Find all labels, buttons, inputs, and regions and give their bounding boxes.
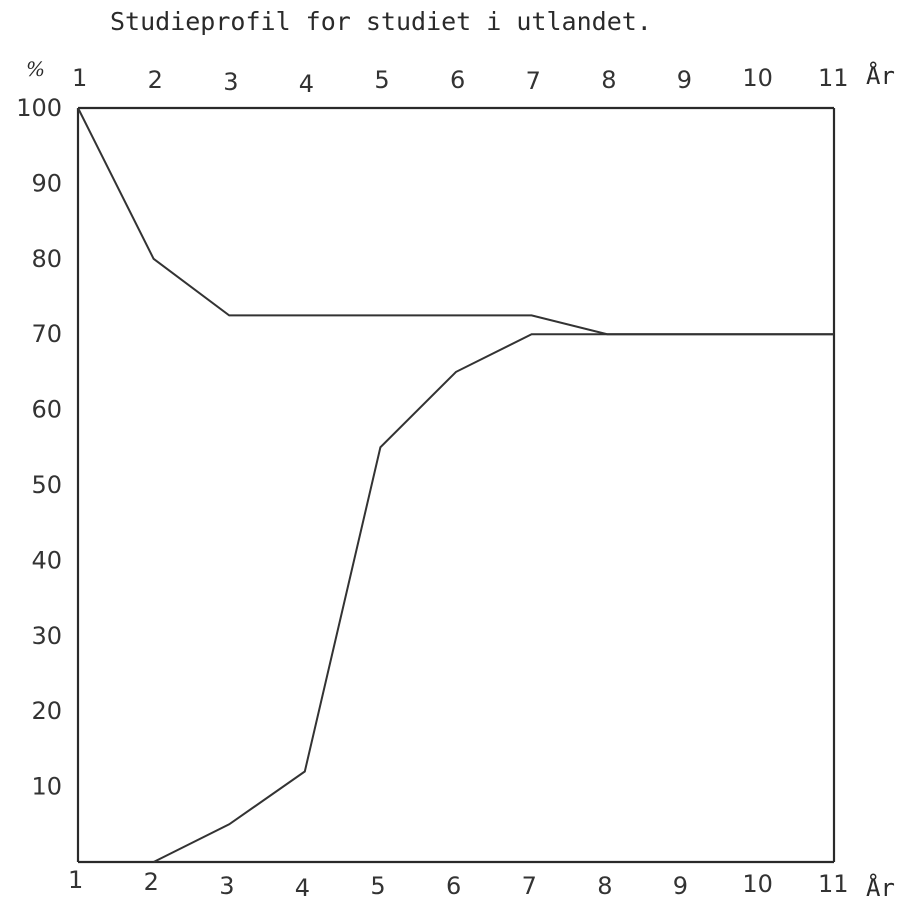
y-tick-label: 50 — [31, 471, 62, 499]
y-tick-label: 60 — [31, 396, 62, 424]
y-tick-labels: 100 90 80 70 60 50 40 30 20 10 — [16, 94, 62, 801]
series-lines — [77, 107, 834, 863]
x-tick-label-bottom: 9 — [673, 872, 688, 900]
x-tick-label-top: 8 — [601, 66, 616, 94]
x-tick-label-bottom: 8 — [597, 872, 612, 900]
x-tick-label-top: 7 — [526, 67, 541, 95]
x-tick-label-bottom: 6 — [446, 872, 461, 900]
x-tick-label-bottom: 11 — [818, 870, 849, 898]
x-tick-label-top: 1 — [72, 64, 87, 92]
x-tick-label-bottom: 1 — [68, 866, 83, 894]
x-tick-label-bottom: 2 — [144, 868, 159, 896]
x-axis-label-bottom: År — [866, 873, 895, 902]
y-tick-label: 80 — [31, 245, 62, 273]
chart-title: Studieprofil for studiet i utlandet. — [110, 7, 652, 36]
x-tick-label-bottom: 5 — [370, 872, 385, 900]
x-tick-label-top: 4 — [299, 70, 314, 98]
x-tick-label-top: 9 — [677, 66, 692, 94]
series-line-1 — [77, 107, 834, 336]
y-tick-label: 70 — [31, 320, 62, 348]
x-tick-label-top: 6 — [450, 66, 465, 94]
y-axis-label: % — [26, 57, 45, 81]
plot-frame — [76, 106, 836, 864]
series-line-2 — [153, 333, 834, 863]
x-tick-label-top: 11 — [818, 64, 849, 92]
y-tick-label: 30 — [31, 622, 62, 650]
y-tick-label: 20 — [31, 697, 62, 725]
y-tick-label: 100 — [16, 94, 62, 122]
x-tick-label-bottom: 7 — [522, 872, 537, 900]
x-axis-label-top: År — [866, 61, 895, 90]
x-tick-labels-top: 1 2 3 4 5 6 7 8 9 10 11 — [72, 64, 849, 98]
x-tick-label-top: 3 — [223, 68, 238, 96]
x-tick-label-bottom: 10 — [742, 870, 773, 898]
x-tick-label-top: 2 — [148, 66, 163, 94]
y-tick-label: 40 — [31, 546, 62, 574]
x-tick-label-bottom: 3 — [219, 872, 234, 900]
x-tick-labels-bottom: 1 2 3 4 5 6 7 8 9 10 11 — [68, 866, 849, 902]
y-tick-label: 90 — [31, 169, 62, 197]
y-tick-label: 10 — [31, 773, 62, 801]
x-tick-label-top: 5 — [374, 66, 389, 94]
x-tick-label-top: 10 — [742, 64, 773, 92]
x-tick-label-bottom: 4 — [295, 874, 310, 902]
